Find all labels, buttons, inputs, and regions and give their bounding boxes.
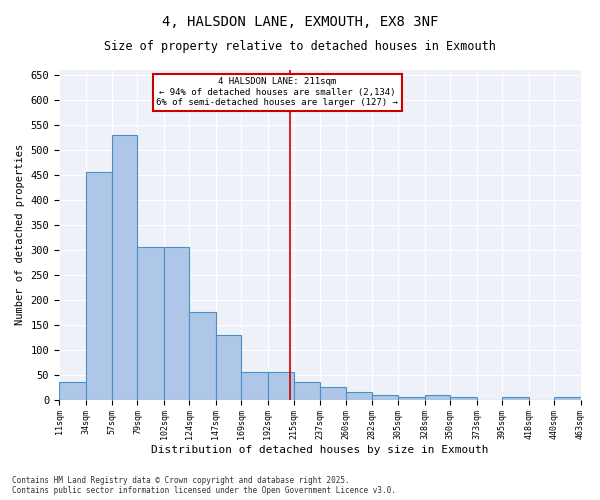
Bar	[371, 394, 398, 400]
Bar	[241, 372, 268, 400]
Bar	[164, 248, 190, 400]
Text: Contains HM Land Registry data © Crown copyright and database right 2025.
Contai: Contains HM Land Registry data © Crown c…	[12, 476, 396, 495]
Text: Size of property relative to detached houses in Exmouth: Size of property relative to detached ho…	[104, 40, 496, 53]
Bar	[216, 335, 241, 400]
Text: 4 HALSDON LANE: 211sqm
← 94% of detached houses are smaller (2,134)
6% of semi-d: 4 HALSDON LANE: 211sqm ← 94% of detached…	[156, 78, 398, 108]
Text: 4, HALSDON LANE, EXMOUTH, EX8 3NF: 4, HALSDON LANE, EXMOUTH, EX8 3NF	[162, 15, 438, 29]
Bar	[59, 382, 86, 400]
Bar	[398, 397, 425, 400]
Bar	[112, 135, 137, 400]
Bar	[554, 397, 581, 400]
Y-axis label: Number of detached properties: Number of detached properties	[15, 144, 25, 326]
Bar	[450, 397, 476, 400]
Bar	[268, 372, 295, 400]
Bar	[346, 392, 371, 400]
Bar	[502, 397, 529, 400]
Bar	[190, 312, 216, 400]
Bar	[86, 172, 112, 400]
Bar	[295, 382, 320, 400]
Bar	[137, 248, 164, 400]
Bar	[425, 394, 450, 400]
Bar	[320, 387, 346, 400]
X-axis label: Distribution of detached houses by size in Exmouth: Distribution of detached houses by size …	[151, 445, 488, 455]
